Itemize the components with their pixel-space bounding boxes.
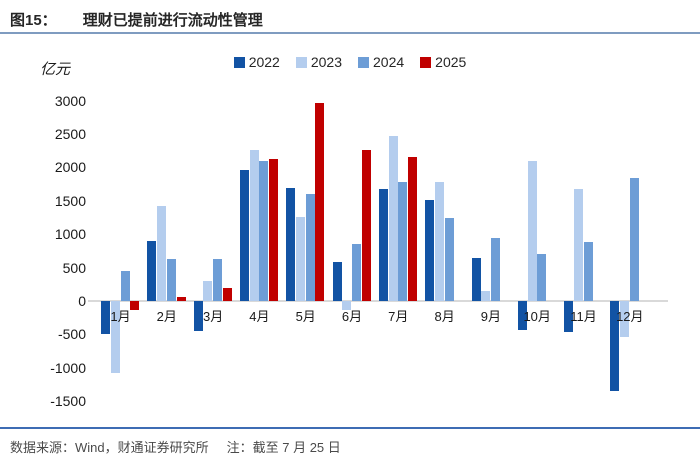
bar-2022-m10: [517, 301, 527, 330]
bar-2022-m12: [610, 301, 620, 392]
bar-2024-m6: [352, 244, 361, 301]
legend: 2022 2023 2024 2025: [0, 54, 700, 70]
bar-2023-m3: [203, 281, 213, 301]
y-tick-label: 1500: [54, 192, 86, 209]
bar-2022-m4: [240, 170, 249, 301]
legend-label: 2022: [248, 54, 280, 70]
bar-2023-m1: [110, 301, 120, 374]
legend-label: 2025: [435, 54, 467, 70]
x-tick-label: 8月: [434, 309, 455, 324]
bar-2022-m7: [378, 189, 388, 301]
bar-2022-m1: [101, 301, 111, 334]
legend-item-2024: 2024: [358, 54, 404, 70]
legend-swatch-icon: [358, 56, 369, 68]
bar-2025-m5: [315, 103, 325, 301]
bar-2024-m11: [583, 241, 593, 301]
bar-2023-m8: [434, 182, 444, 301]
bar-2025-m3: [222, 288, 232, 301]
y-tick-label: 2000: [54, 159, 86, 176]
x-tick-label: 7月: [388, 309, 409, 324]
bar-2022-m3: [193, 301, 203, 332]
bar-2025-m7: [408, 157, 417, 301]
data-source: 数据来源：Wind，财通证券研究所: [10, 440, 209, 455]
bar-2023-m6: [342, 301, 352, 310]
bar-2024-m12: [629, 178, 639, 301]
y-tick-label: 1000: [54, 226, 86, 243]
chart-header: 图15： 理财已提前进行流动性管理: [10, 9, 263, 30]
bar-2024-m1: [120, 270, 130, 301]
figure-label: 图15：: [10, 12, 57, 29]
bar-chart: 亿元 2022 2023 2024 2025 3000 2500 2000 1500 1000…: [0, 54, 700, 410]
bar-2024-m2: [166, 258, 176, 301]
bar-2024-m4: [259, 161, 269, 301]
legend-swatch-icon: [420, 56, 432, 68]
x-tick-label: 11月: [570, 309, 597, 324]
x-tick-label: 9月: [480, 309, 501, 324]
bar-2022-m8: [425, 200, 435, 301]
bar-2022-m6: [332, 261, 342, 301]
bar-2023-m7: [388, 136, 398, 301]
title-divider: [0, 32, 700, 34]
legend-label: 2024: [373, 54, 405, 70]
legend-item-2023: 2023: [295, 54, 342, 70]
page-title: 理财已提前进行流动性管理: [82, 12, 263, 29]
x-tick-label: 6月: [341, 309, 363, 324]
bar-2024-m5: [305, 193, 315, 301]
bar-2023-m2: [157, 206, 167, 301]
bar-2025-m4: [269, 159, 279, 301]
bar-2022-m11: [564, 301, 574, 332]
x-tick-label: 3月: [202, 309, 224, 324]
bar-2023-m10: [527, 161, 537, 301]
bar-2024-m10: [537, 254, 547, 301]
y-tick-label: -500: [57, 326, 86, 343]
legend-swatch-icon: [233, 56, 245, 68]
y-tick-label: -1500: [50, 393, 86, 410]
footer-divider: [0, 427, 700, 429]
chart-footer: 数据来源：Wind，财通证券研究所 注：截至 7 月 25 日: [10, 437, 341, 456]
y-tick-label: -1000: [50, 359, 86, 376]
x-tick-label: 4月: [249, 309, 270, 324]
y-tick-label: 500: [62, 259, 86, 276]
bar-2022-m5: [286, 188, 296, 301]
bar-2023-m5: [296, 216, 305, 301]
y-axis-unit: 亿元: [40, 61, 71, 78]
y-tick-label: 3000: [54, 92, 86, 109]
legend-item-2022: 2022: [233, 54, 280, 70]
legend-label: 2023: [310, 54, 342, 70]
bar-2025-m1: [130, 301, 140, 310]
y-tick-label: 2500: [54, 126, 86, 142]
legend-swatch-icon: [295, 56, 307, 68]
bar-2025-m2: [176, 297, 186, 301]
bar-2023-m11: [573, 188, 583, 301]
bar-2024-m3: [213, 258, 223, 301]
bar-2025-m6: [361, 150, 371, 301]
bar-2022-m9: [471, 258, 481, 301]
x-tick-label: 5月: [295, 309, 316, 324]
bar-2024-m8: [444, 218, 454, 301]
bar-2023-m9: [481, 291, 491, 301]
x-tick-label: 1月: [110, 309, 131, 324]
bar-2023-m4: [249, 150, 259, 301]
bar-2024-m7: [398, 182, 408, 301]
x-tick-label: 10月: [523, 309, 551, 324]
bar-2024-m9: [490, 238, 500, 301]
y-tick-label: 0: [78, 293, 86, 309]
x-tick-label: 2月: [156, 309, 177, 324]
x-tick-label: 12月: [616, 309, 644, 324]
bar-2022-m2: [147, 240, 157, 301]
legend-item-2025: 2025: [420, 54, 466, 70]
zero-axis-line: [88, 300, 668, 302]
bar-2023-m12: [620, 301, 630, 338]
footer-note: 注：截至 7 月 25 日: [226, 440, 341, 455]
